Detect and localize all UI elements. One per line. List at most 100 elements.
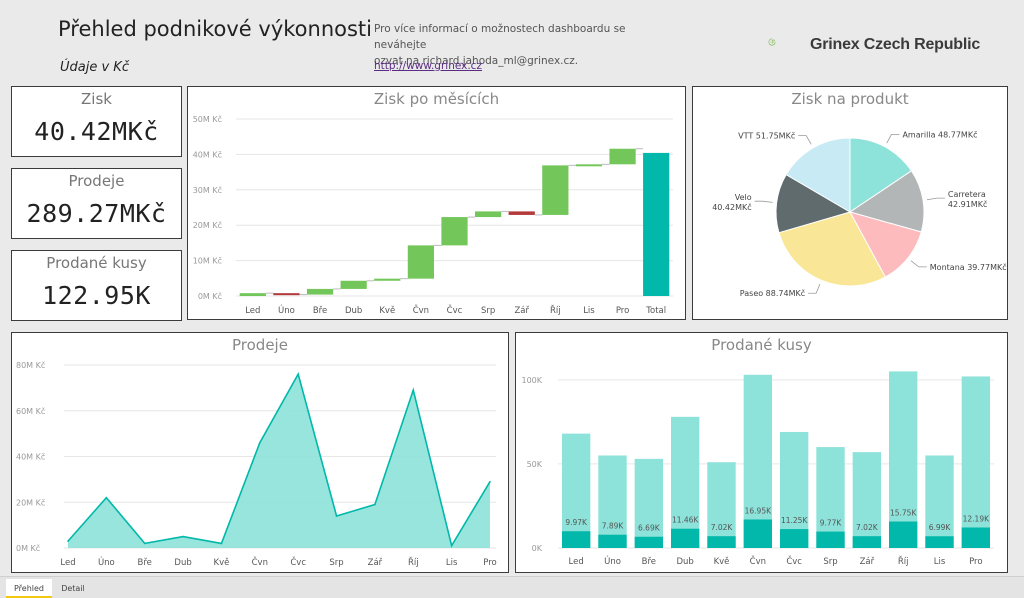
x-tick-label: Bře bbox=[138, 558, 152, 568]
y-tick-label: 40M Kč bbox=[16, 452, 45, 462]
x-tick-label: Pro bbox=[616, 306, 630, 316]
x-tick-label: Čvc bbox=[290, 556, 306, 568]
pie-slice bbox=[785, 137, 851, 213]
chart-prodane-kusy[interactable]: Prodané kusy 0K 50K 100K 9.97K Led 7.89K Úno 6.… bbox=[515, 332, 1008, 573]
x-tick-label: Lis bbox=[446, 558, 458, 568]
pie-leader-line bbox=[926, 197, 945, 201]
y-tick-label: 0K bbox=[532, 544, 543, 553]
bar-units bbox=[888, 521, 918, 548]
page-tabs: Přehled Detail bbox=[0, 576, 1024, 598]
waterfall-bar bbox=[542, 165, 569, 215]
x-tick-label: Zář bbox=[368, 558, 383, 568]
x-tick-label: Říj bbox=[898, 556, 909, 567]
chart-title: Zisk na produkt bbox=[791, 90, 909, 108]
page-title: Přehled podnikové výkonnosti bbox=[58, 17, 372, 41]
pie-leader-line bbox=[910, 260, 927, 268]
kpi-card-kusy[interactable]: Prodané kusy 122.95K bbox=[11, 250, 182, 321]
bar-data-label: 16.95K bbox=[745, 506, 772, 515]
kpi-value: 40.42MKč bbox=[34, 117, 159, 146]
x-tick-label: Led bbox=[245, 306, 260, 316]
bar-units bbox=[779, 529, 809, 548]
x-tick-label: Zář bbox=[860, 557, 875, 567]
bar-data-label: 15.75K bbox=[890, 509, 917, 518]
waterfall-bar bbox=[273, 293, 300, 296]
area-fill bbox=[68, 374, 490, 548]
area-line bbox=[67, 372, 491, 548]
bar-data-label: 11.46K bbox=[672, 516, 699, 525]
kpi-card-zisk[interactable]: Zisk 40.42MKč bbox=[11, 86, 182, 157]
bar-total bbox=[925, 455, 954, 548]
pie-label: VTT 51.75MKč bbox=[738, 131, 795, 141]
chart-prodeje[interactable]: Prodeje 0M Kč 20M Kč 40M Kč 60M Kč 80M Kč Led… bbox=[11, 332, 509, 573]
bar-units bbox=[598, 534, 627, 548]
x-tick-label: Dub bbox=[345, 306, 362, 316]
area-point bbox=[335, 515, 338, 517]
pie-label-name: Velo bbox=[735, 193, 752, 202]
logo-text: Grinex Czech Republic bbox=[810, 36, 981, 53]
kpi-title: Zisk bbox=[81, 90, 112, 108]
bar-data-label: 7.89K bbox=[602, 522, 625, 531]
area-point bbox=[67, 540, 69, 542]
x-tick-label: Pro bbox=[969, 557, 983, 567]
x-tick-label: Dub bbox=[174, 558, 191, 568]
x-tick-label: Čvn bbox=[252, 556, 268, 568]
bar-units bbox=[707, 536, 736, 548]
pie-slice bbox=[848, 211, 922, 278]
bar-units bbox=[925, 536, 954, 548]
kpi-title: Prodané kusy bbox=[46, 254, 147, 272]
x-tick-label: Úno bbox=[278, 304, 295, 316]
pie-slice bbox=[849, 137, 913, 213]
bar-data-label: 12.19K bbox=[963, 514, 990, 523]
bar-total bbox=[961, 376, 991, 548]
area-point bbox=[450, 544, 453, 547]
y-tick-label: 50K bbox=[527, 460, 543, 469]
x-tick-label: Říj bbox=[550, 305, 561, 316]
info-line-1: Pro více informací o možnostech dashboar… bbox=[374, 23, 626, 51]
x-tick-label: Srp bbox=[823, 557, 837, 567]
chart-zisk-na-produkt[interactable]: Zisk na produkt Amarilla 48.77MKč Carrete… bbox=[692, 86, 1008, 320]
bar-units bbox=[634, 536, 664, 548]
area-point bbox=[297, 373, 299, 375]
bar-total bbox=[779, 431, 809, 548]
tab-detail[interactable]: Detail bbox=[61, 584, 85, 593]
area-chart-svg: 0M Kč 20M Kč 40M Kč 60M Kč 80M Kč Led Úno Bře Du… bbox=[16, 360, 497, 568]
y-tick-label: 20M Kč bbox=[16, 497, 45, 507]
pie-label-value: 42.91MKč bbox=[948, 199, 987, 209]
x-tick-label: Úno bbox=[98, 556, 115, 568]
waterfall-bar bbox=[407, 245, 434, 279]
kpi-title: Prodeje bbox=[68, 172, 125, 190]
bar-total bbox=[888, 371, 918, 548]
kpi-card-prodeje[interactable]: Prodeje 289.27MKč bbox=[11, 168, 182, 239]
y-tick-label: 20M Kč bbox=[193, 220, 222, 230]
area-point bbox=[259, 441, 261, 444]
waterfall-bar bbox=[475, 211, 502, 218]
bar-data-label: 6.99K bbox=[929, 523, 952, 532]
waterfall-bar bbox=[609, 148, 636, 165]
y-tick-label: 60M Kč bbox=[16, 406, 45, 416]
bar-total bbox=[598, 455, 627, 548]
y-tick-label: 80M Kč bbox=[16, 360, 45, 370]
x-tick-label: Kvě bbox=[714, 557, 730, 567]
area-point bbox=[412, 389, 415, 391]
pie-leader-line bbox=[798, 135, 812, 145]
x-tick-label: Kvě bbox=[379, 306, 395, 316]
chart-zisk-po-mesicich[interactable]: Zisk po měsících 0M Kč 10M Kč 20M Kč 30M Kč… bbox=[187, 86, 686, 320]
waterfall-bar bbox=[441, 217, 468, 246]
waterfall-bar bbox=[643, 152, 670, 296]
pie-slice bbox=[778, 211, 886, 287]
kpi-value: 289.27MKč bbox=[26, 199, 167, 228]
info-text: Pro více informací o možnostech dashboar… bbox=[374, 21, 664, 69]
pie-label: Paseo 88.74MKč bbox=[740, 288, 805, 298]
waterfall-bar bbox=[575, 164, 603, 167]
x-tick-label: Srp bbox=[481, 306, 495, 316]
area-point bbox=[220, 542, 223, 545]
x-tick-label: Bře bbox=[642, 557, 656, 567]
bar-units bbox=[852, 536, 882, 548]
bar-total bbox=[634, 458, 664, 548]
tab-prehled[interactable]: Přehled bbox=[6, 579, 52, 598]
website-link[interactable]: http://www.grinex.cz bbox=[374, 60, 482, 72]
bar-data-label: 7.02K bbox=[711, 523, 734, 532]
x-tick-label: Srp bbox=[329, 558, 343, 568]
area-point bbox=[374, 503, 376, 506]
